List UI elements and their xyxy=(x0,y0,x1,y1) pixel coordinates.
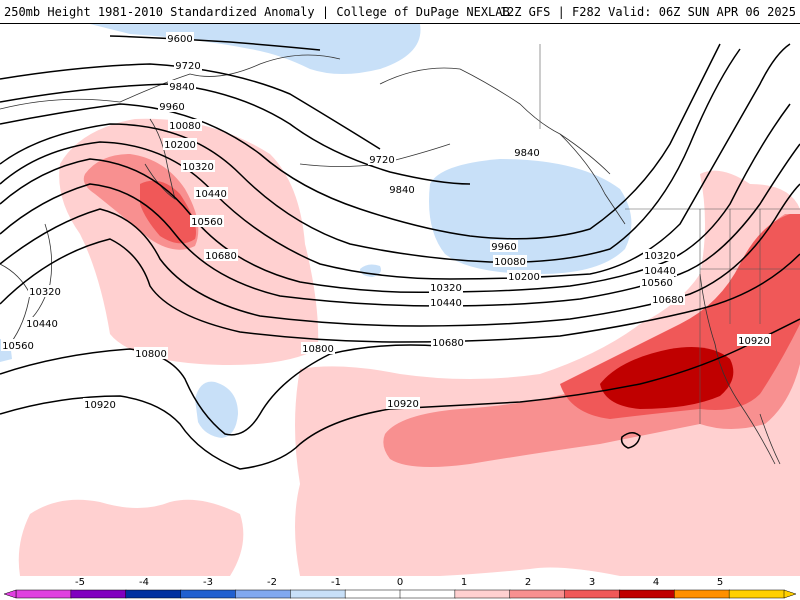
chart-header: 250mb Height 1981-2010 Standardized Anom… xyxy=(0,0,800,24)
positive-anomaly-japan-strong xyxy=(140,180,196,244)
scale-swatch xyxy=(125,589,182,599)
contour-label: 10200 xyxy=(508,272,540,283)
contour-label: 9720 xyxy=(175,61,200,72)
negative-anomaly-central-pacific xyxy=(195,381,238,438)
coastline-west-coast xyxy=(699,273,776,465)
anomaly-map: 9600 9720 9840 9960 10080 10200 10320 10… xyxy=(0,24,800,576)
contour-10920-small xyxy=(620,432,641,449)
contour-10680 xyxy=(0,238,800,343)
positive-anomaly-subtropics xyxy=(295,170,800,576)
contour-label: 9600 xyxy=(167,34,192,45)
negative-anomaly-gulf-alaska xyxy=(429,159,632,274)
scale-swatch xyxy=(180,589,237,599)
contour-9600 xyxy=(109,35,321,51)
scale-tick: -2 xyxy=(267,577,277,588)
contour-label: 10560 xyxy=(191,217,223,228)
scale-swatch xyxy=(454,589,511,599)
contour-label: 10320 xyxy=(182,162,214,173)
contour-label: 10440 xyxy=(195,189,227,200)
borders xyxy=(539,44,800,424)
contour-label: 10320 xyxy=(644,251,676,262)
scale-ticks: -5 -4 -3 -2 -1 0 1 2 3 4 5 xyxy=(75,577,723,588)
contour-label: 10920 xyxy=(84,400,116,411)
contour-label: 10680 xyxy=(432,338,464,349)
scale-arrow-left xyxy=(3,589,17,599)
contour-10080 xyxy=(0,48,741,263)
scale-tick: -5 xyxy=(75,577,85,588)
contour-label: 9960 xyxy=(159,102,184,113)
scale-swatch xyxy=(674,589,730,599)
contour-labels: 9600 9720 9840 9960 10080 10200 10320 10… xyxy=(1,32,771,411)
contour-label: 10800 xyxy=(135,349,167,360)
contour-label: 10320 xyxy=(29,287,61,298)
contour-label: 10920 xyxy=(738,336,770,347)
contour-label: 9840 xyxy=(389,185,414,196)
contour-label: 10080 xyxy=(494,257,526,268)
scale-swatch xyxy=(619,589,676,599)
scale-tick: -3 xyxy=(203,577,213,588)
coastline-siberia xyxy=(0,54,341,110)
scale-tick: 3 xyxy=(589,577,595,588)
contour-label: 10680 xyxy=(652,295,684,306)
contour-10560 xyxy=(0,183,800,327)
positive-anomaly-southwest xyxy=(18,499,244,576)
scale-tick: 0 xyxy=(397,577,403,588)
contour-9960 xyxy=(0,43,721,240)
scale-swatch xyxy=(344,589,401,599)
contour-label: 10080 xyxy=(169,121,201,132)
scale-swatch xyxy=(509,589,566,599)
scale-swatch xyxy=(290,589,346,599)
contour-label: 9840 xyxy=(514,148,539,159)
contour-label: 10920 xyxy=(387,399,419,410)
scale-swatch xyxy=(15,589,72,599)
contour-label: 10440 xyxy=(430,298,462,309)
map-title: 250mb Height 1981-2010 Standardized Anom… xyxy=(4,5,510,19)
scale-tick: 5 xyxy=(717,577,723,588)
scale-swatch xyxy=(399,589,456,599)
scale-tick: -4 xyxy=(139,577,149,588)
contour-10200 xyxy=(0,43,791,280)
contour-label: 9840 xyxy=(169,82,194,93)
scale-tick: 1 xyxy=(461,577,467,588)
scale-arrow-right xyxy=(783,589,797,599)
coastline-japan xyxy=(24,223,53,325)
contour-label: 10680 xyxy=(205,251,237,262)
coastline-china xyxy=(0,263,31,345)
contour-label: 9960 xyxy=(491,242,516,253)
contour-label: 10320 xyxy=(430,283,462,294)
coastline-baja xyxy=(759,413,781,465)
contour-10440 xyxy=(0,143,800,307)
contour-10920 xyxy=(0,318,800,470)
negative-anomaly-bering xyxy=(90,24,421,74)
contour-label: 10440 xyxy=(644,266,676,277)
scale-bar xyxy=(3,589,797,599)
coastline-alaska xyxy=(379,67,611,175)
color-scale: -5 -4 -3 -2 -1 0 1 2 3 4 5 xyxy=(3,577,797,599)
contour-label: 10200 xyxy=(164,140,196,151)
contour-label: 10560 xyxy=(2,341,34,352)
coastline-bc xyxy=(559,133,626,225)
scale-tick: -1 xyxy=(331,577,341,588)
contour-9720-west xyxy=(0,63,381,150)
contour-9840-west xyxy=(0,83,471,185)
contour-label: 10560 xyxy=(641,278,673,289)
scale-tick: 2 xyxy=(525,577,531,588)
contour-label: 10800 xyxy=(302,344,334,355)
scale-swatch xyxy=(235,589,292,599)
scale-swatch xyxy=(564,589,621,599)
contour-label: 10440 xyxy=(26,319,58,330)
model-run-info: 12Z GFS | F282 Valid: 06Z SUN APR 06 202… xyxy=(499,5,796,19)
contour-label: 9720 xyxy=(369,155,394,166)
scale-tick: 4 xyxy=(653,577,659,588)
scale-swatch xyxy=(728,589,785,599)
scale-swatch xyxy=(70,589,127,599)
